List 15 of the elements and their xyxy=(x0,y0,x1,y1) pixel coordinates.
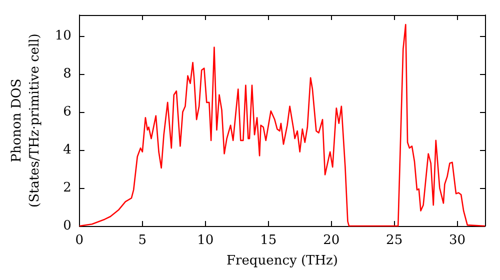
x-tick-label: 25 xyxy=(386,233,403,248)
y-tick-label: 8 xyxy=(63,66,72,82)
y-tick-label: 4 xyxy=(63,142,72,158)
x-tick-label: 0 xyxy=(75,233,84,248)
y-axis-title: Phonon DOS (States/THz·primitive cell) xyxy=(10,33,42,208)
x-tick-label: 5 xyxy=(138,233,147,248)
y-tick-label: 2 xyxy=(63,180,72,196)
x-tick-label: 30 xyxy=(449,233,466,248)
y-tick-label: 0 xyxy=(63,218,72,234)
x-tick-label: 15 xyxy=(260,233,277,248)
x-axis-title: Frequency (THz) xyxy=(226,253,338,268)
y-tick-label: 6 xyxy=(63,104,72,120)
x-tick-label: 20 xyxy=(323,233,340,248)
y-tick-label: 10 xyxy=(54,28,72,44)
x-tick-label: 10 xyxy=(197,233,214,248)
